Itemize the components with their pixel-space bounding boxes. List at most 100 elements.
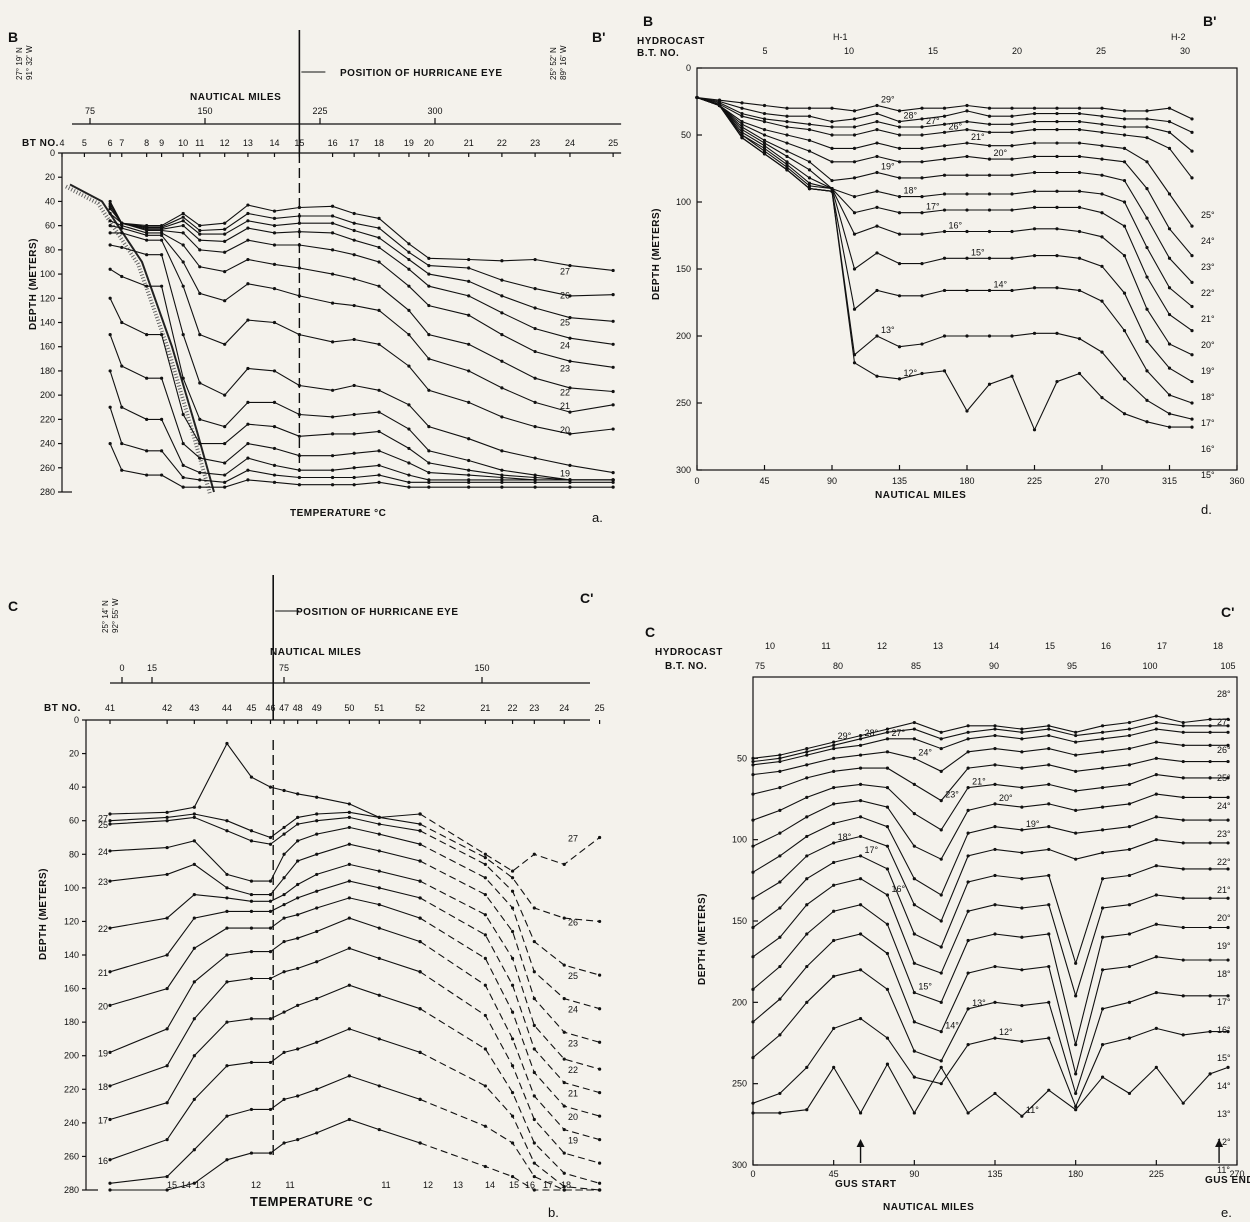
gus-start-arrowhead-e xyxy=(856,1139,865,1147)
data-point-e xyxy=(1100,851,1105,855)
data-point-d xyxy=(1077,371,1082,376)
data-point-a xyxy=(272,425,277,429)
data-point-d xyxy=(1055,254,1059,258)
data-point-b xyxy=(282,903,286,907)
data-point-a xyxy=(467,473,471,477)
data-point-a xyxy=(330,231,335,235)
data-point-e xyxy=(1020,828,1024,832)
data-point-a xyxy=(181,215,185,219)
bt-tick-label-d: 30 xyxy=(1180,46,1190,56)
data-point-e xyxy=(1020,1003,1024,1008)
data-point-e xyxy=(993,802,997,806)
data-point-e xyxy=(1208,1030,1212,1034)
x-tick-label-d: 0 xyxy=(694,476,699,486)
data-point-a xyxy=(160,333,164,337)
data-point-b xyxy=(510,929,515,934)
isotherm-left-label-b: 21 xyxy=(98,968,108,978)
data-point-b xyxy=(377,903,381,907)
bt-tick-label-e: 95 xyxy=(1067,661,1077,671)
data-point-e xyxy=(832,802,836,806)
data-point-d xyxy=(1190,329,1194,333)
data-point-e xyxy=(1154,893,1158,897)
data-point-d xyxy=(1100,350,1104,354)
data-point-d xyxy=(1190,304,1194,309)
bt-number-a: 21 xyxy=(464,138,474,148)
bt-number-a: 5 xyxy=(82,138,87,148)
data-point-a xyxy=(533,478,537,482)
data-point-b xyxy=(377,815,381,819)
data-point-a xyxy=(297,205,301,210)
data-point-d xyxy=(1077,141,1082,145)
data-point-b xyxy=(225,926,229,930)
data-point-a xyxy=(500,478,504,482)
data-point-e xyxy=(1154,740,1158,744)
data-point-e xyxy=(778,753,782,757)
data-point-a xyxy=(427,303,431,308)
data-point-b xyxy=(562,1080,566,1085)
data-point-b xyxy=(165,1101,169,1105)
data-point-a xyxy=(500,311,504,315)
data-point-b xyxy=(532,1141,536,1145)
miles-label-e: NAUTICAL MILES xyxy=(883,1202,974,1213)
data-point-e xyxy=(1074,1072,1078,1076)
data-point-a xyxy=(108,267,112,271)
bottom-label-b: 15 xyxy=(509,1180,519,1190)
data-point-d xyxy=(1167,366,1172,370)
data-point-a xyxy=(181,475,185,480)
data-point-a xyxy=(377,342,381,346)
isotherm-dashed-b-20 xyxy=(419,917,600,1117)
section-right-label-b: C' xyxy=(580,590,593,606)
data-point-b xyxy=(377,926,381,930)
isotherm-line-a-23 xyxy=(109,213,614,368)
data-point-d xyxy=(1190,417,1194,421)
data-point-e xyxy=(858,815,863,819)
data-point-b xyxy=(282,892,286,897)
data-point-d xyxy=(1190,401,1194,405)
isotherm-end-label-a: 24 xyxy=(560,340,570,350)
bt-number-a: 8 xyxy=(144,138,149,148)
data-point-d xyxy=(785,160,789,164)
data-point-a xyxy=(352,221,356,225)
data-point-a xyxy=(108,199,112,204)
data-point-b xyxy=(165,986,169,991)
data-point-d xyxy=(1032,128,1037,132)
data-point-e xyxy=(1208,724,1212,728)
data-point-b xyxy=(483,933,487,937)
data-point-b xyxy=(249,1060,254,1065)
data-point-a xyxy=(246,203,250,207)
data-point-b xyxy=(377,1037,381,1041)
y-tick-label-e: 50 xyxy=(737,753,747,763)
data-point-a xyxy=(407,364,411,368)
bt-number-a: 6 xyxy=(108,138,113,148)
data-point-e xyxy=(832,1026,836,1030)
data-point-b xyxy=(598,1007,602,1011)
data-point-e xyxy=(805,932,809,936)
data-point-b xyxy=(598,1138,602,1142)
data-point-a xyxy=(330,454,335,458)
isotherm-line-e-14 xyxy=(752,1017,1228,1108)
data-point-d xyxy=(1145,275,1149,279)
isotherm-label-d: 26° xyxy=(949,121,963,131)
data-point-e xyxy=(778,1091,782,1096)
data-point-b xyxy=(165,916,169,920)
data-point-d xyxy=(1010,144,1014,148)
isotherm-left-label-b: 20 xyxy=(98,1001,108,1011)
hydrocast-tick-label-e: 10 xyxy=(765,641,775,651)
data-point-b xyxy=(225,1158,229,1162)
temp-label-b: TEMPERATURE °C xyxy=(250,1194,373,1209)
data-point-a xyxy=(330,221,335,225)
data-point-e xyxy=(1208,925,1212,930)
bt-number-b: 23 xyxy=(529,703,539,713)
data-point-b xyxy=(510,1174,515,1179)
data-point-e xyxy=(1047,847,1051,852)
data-point-e xyxy=(1154,756,1158,760)
data-point-e xyxy=(885,737,890,741)
data-point-b xyxy=(418,916,422,920)
data-point-a xyxy=(330,388,335,392)
y-tick-label-a: 60 xyxy=(45,221,55,231)
data-point-e xyxy=(1047,903,1051,907)
data-point-d xyxy=(785,125,789,129)
data-point-e xyxy=(1047,733,1051,738)
data-point-a xyxy=(568,294,572,298)
data-point-e xyxy=(1208,867,1212,871)
